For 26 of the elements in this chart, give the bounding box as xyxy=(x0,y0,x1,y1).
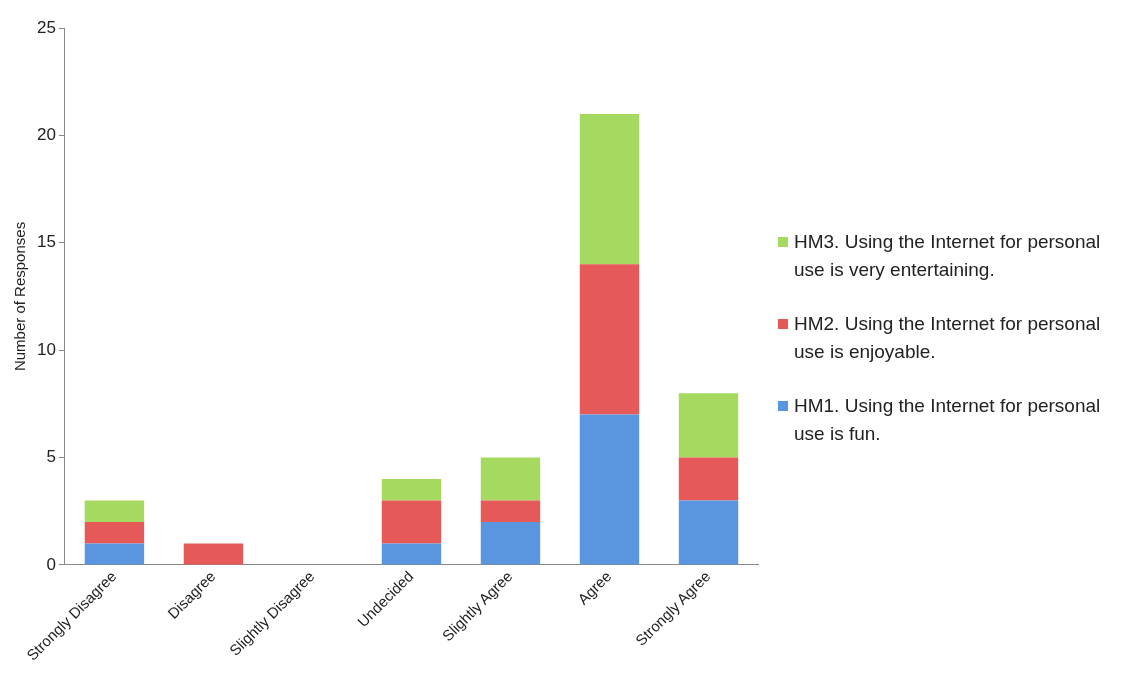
legend-label: HM1. Using the Internet for personal use is fun. xyxy=(794,394,1102,446)
y-tick-label: 20 xyxy=(36,125,56,145)
bar xyxy=(678,500,739,565)
bar xyxy=(381,479,442,501)
bar xyxy=(678,393,739,458)
bar xyxy=(579,414,640,565)
bar xyxy=(579,113,640,265)
legend-label: HM2. Using the Internet for personal use is enjoyable. xyxy=(794,312,1102,364)
y-tick-label: 10 xyxy=(36,339,56,359)
bar xyxy=(84,500,145,523)
y-tick-label: 25 xyxy=(36,17,56,37)
bar xyxy=(678,457,739,501)
bar xyxy=(183,543,244,565)
legend-label: HM3. Using the Internet for personal use is very entertaining. xyxy=(794,230,1102,282)
bar xyxy=(381,543,442,565)
bar xyxy=(579,264,640,415)
bar xyxy=(480,500,541,523)
bar xyxy=(84,543,145,565)
bar xyxy=(84,522,145,544)
bar xyxy=(480,457,541,501)
bar xyxy=(480,522,541,565)
y-tick-label: 5 xyxy=(46,447,56,467)
y-tick-label: 15 xyxy=(36,232,56,252)
y-axis-title: Number of Responses xyxy=(11,221,29,372)
bar xyxy=(381,500,442,544)
y-tick-label: 0 xyxy=(46,554,56,574)
